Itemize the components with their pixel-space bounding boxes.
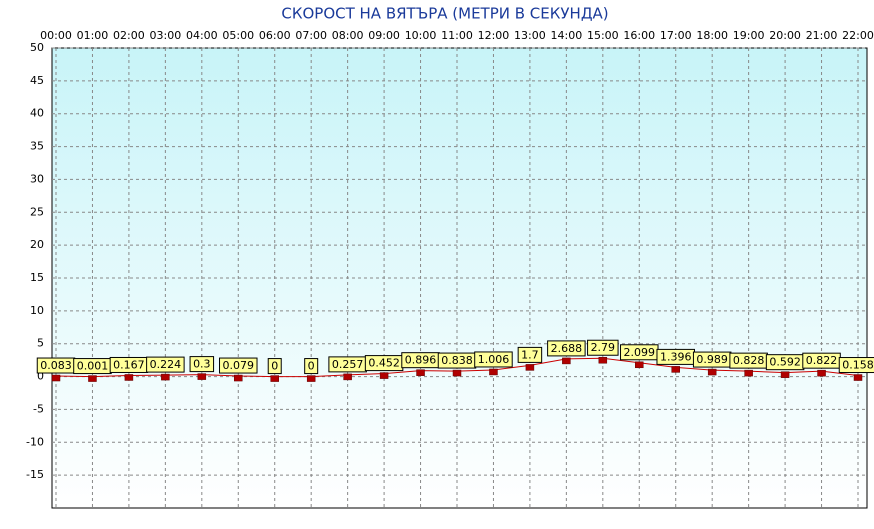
marker	[817, 369, 826, 377]
y-tick-label: 15	[30, 271, 44, 284]
data-label: 0.158	[842, 359, 874, 372]
y-tick-label: 40	[30, 107, 44, 120]
x-tick-label: 11:00	[441, 29, 473, 42]
x-tick-label: 21:00	[806, 29, 838, 42]
y-tick-label: 25	[30, 205, 44, 218]
marker	[853, 374, 863, 381]
marker	[270, 375, 279, 382]
label-box	[547, 340, 586, 357]
marker	[234, 374, 243, 382]
label-box	[517, 346, 543, 363]
marker	[124, 374, 134, 381]
x-tick-label: 07:00	[295, 29, 327, 42]
x-tick-label: 00:00	[40, 29, 72, 42]
x-tick-label: 01:00	[77, 29, 109, 42]
x-tick-label: 14:00	[551, 29, 583, 42]
x-tick-label: 08:00	[332, 29, 364, 42]
marker	[343, 373, 352, 381]
marker	[525, 364, 535, 371]
marker	[707, 368, 717, 376]
data-label: 0	[271, 360, 278, 373]
data-label: 0.001	[77, 360, 109, 373]
label-box	[474, 351, 513, 368]
data-label: 0.592	[769, 356, 801, 369]
data-label: 0.896	[405, 354, 437, 367]
x-tick-label: 22:00	[842, 29, 874, 42]
y-tick-label: 30	[30, 172, 44, 185]
data-label: 0.822	[806, 354, 838, 367]
x-tick-label: 02:00	[113, 29, 145, 42]
data-label: 0.083	[40, 359, 72, 372]
y-tick-label: -15	[26, 468, 44, 481]
marker	[88, 375, 97, 382]
x-tick-label: 05:00	[222, 29, 254, 42]
x-tick-label: 09:00	[368, 29, 400, 42]
y-tick-label: -10	[26, 435, 44, 448]
data-label: 2.099	[624, 346, 656, 359]
data-label: 2.79	[591, 341, 616, 354]
label-box	[838, 357, 874, 374]
marker	[562, 357, 571, 365]
label-box	[189, 356, 215, 373]
x-tick-label: 20:00	[769, 29, 801, 42]
y-tick-label: 5	[37, 337, 44, 350]
data-label: 0.224	[150, 358, 182, 371]
y-tick-label: 50	[30, 41, 44, 54]
data-label: 0.828	[733, 354, 765, 367]
marker	[161, 373, 170, 381]
marker	[671, 366, 680, 373]
data-label: 2.688	[551, 342, 583, 355]
marker	[635, 361, 644, 369]
x-tick-label: 17:00	[660, 29, 692, 42]
data-label: 0.838	[441, 354, 473, 367]
x-tick-label: 04:00	[186, 29, 218, 42]
marker	[744, 369, 753, 377]
marker	[416, 369, 425, 376]
x-tick-label: 13:00	[514, 29, 546, 42]
marker	[598, 356, 608, 364]
marker	[197, 373, 207, 380]
x-tick-label: 03:00	[150, 29, 182, 42]
y-tick-label: 35	[30, 140, 44, 153]
marker	[489, 368, 498, 376]
y-tick-label: 10	[30, 304, 44, 317]
label-box	[146, 356, 185, 373]
x-tick-label: 19:00	[733, 29, 765, 42]
marker	[452, 369, 462, 377]
marker	[306, 375, 316, 382]
x-tick-label: 18:00	[696, 29, 728, 42]
y-tick-label: -5	[33, 402, 44, 415]
y-tick-label: 0	[37, 370, 44, 383]
data-label: 0.257	[332, 358, 364, 371]
y-tick-label: 45	[30, 74, 44, 87]
marker	[379, 372, 389, 379]
label-box	[587, 339, 619, 356]
data-label: 0.452	[368, 357, 400, 370]
data-label: 1.006	[478, 353, 510, 366]
x-tick-label: 06:00	[259, 29, 291, 42]
marker	[780, 371, 790, 378]
x-tick-label: 12:00	[478, 29, 510, 42]
x-tick-label: 15:00	[587, 29, 619, 42]
data-label: 0	[308, 360, 315, 373]
data-label: 0.167	[113, 358, 145, 371]
marker	[51, 374, 61, 382]
label-box	[219, 357, 258, 374]
label-box	[304, 358, 319, 375]
data-label: 0.079	[223, 359, 255, 372]
data-label: 0.989	[696, 353, 728, 366]
data-label: 1.7	[521, 348, 539, 361]
chart-title: СКОРОСТ НА ВЯТЪРА (МЕТРИ В СЕКУНДА)	[281, 5, 608, 23]
y-tick-label: 20	[30, 238, 44, 251]
data-label: 1.396	[660, 350, 692, 363]
label-box	[267, 358, 282, 375]
data-label: 0.3	[193, 358, 211, 371]
x-tick-label: 10:00	[405, 29, 437, 42]
x-tick-label: 16:00	[623, 29, 655, 42]
